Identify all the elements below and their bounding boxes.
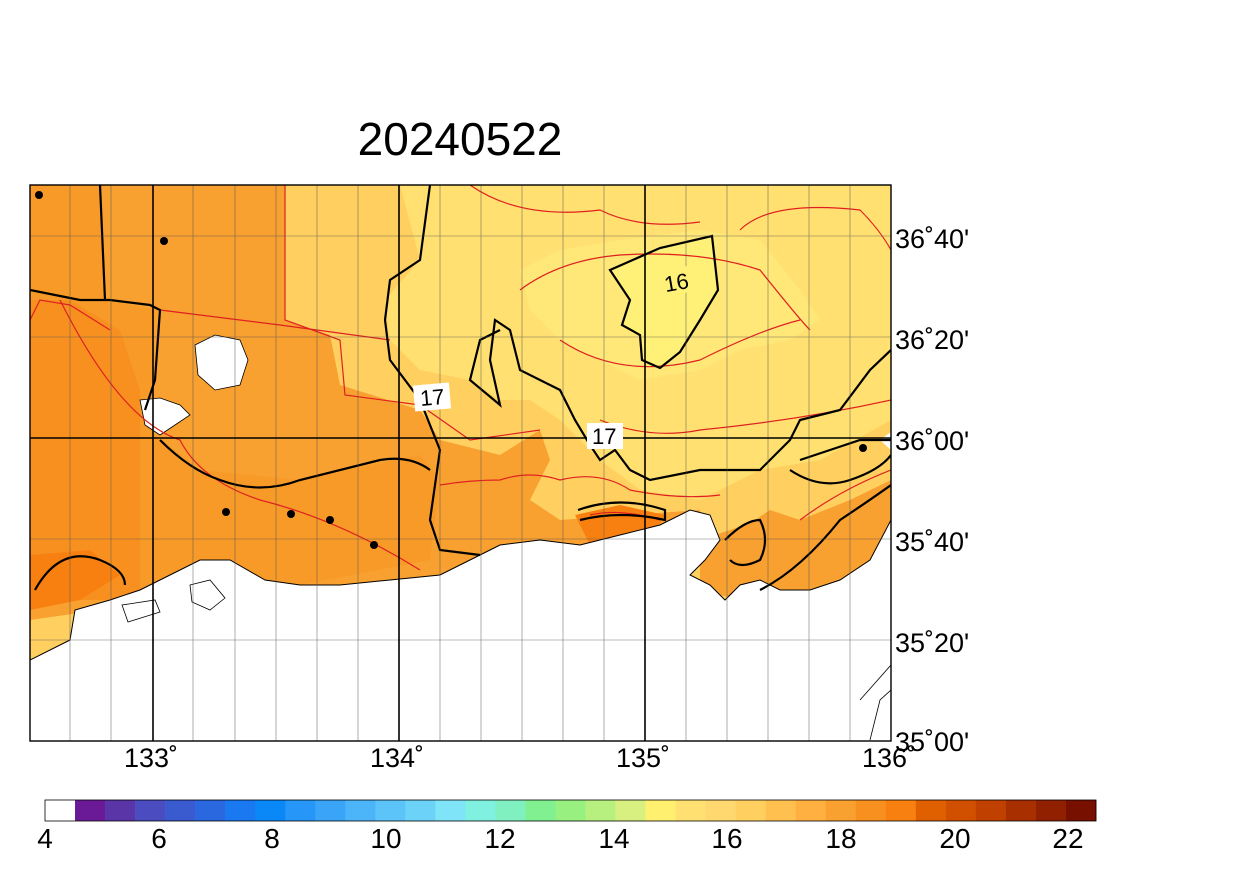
contour-label-17a: 17 [419,384,446,411]
colorbar-swatch [285,800,316,821]
colorbar-swatch [405,800,436,821]
contour-label-17b: 17 [592,424,616,449]
lat-tick-3540: 35˚40' [895,527,969,557]
colorbar-frame [44,799,1097,822]
colorbar-swatch [855,800,887,821]
colorbar-swatch [615,800,646,821]
lat-tick-3600: 36˚00' [895,426,969,456]
colorbar-swatch [225,800,256,821]
colorbar-swatch [1035,800,1067,821]
contour-labels: 16 17 17 [412,265,696,449]
colorbar [44,799,1097,822]
colorbar-swatch [945,800,977,821]
colorbar-label-8: 8 [264,823,280,854]
lon-tick-134: 134˚ [370,743,424,773]
colorbar-swatch [345,800,376,821]
colorbar-swatch [795,800,827,821]
colorbar-label-10: 10 [370,823,401,854]
colorbar-swatch [255,800,286,821]
colorbar-swatch [375,800,406,821]
colorbar-swatch [105,800,136,821]
temperature-field [30,185,891,741]
colorbar-swatch [585,800,616,821]
colorbar-label-4: 4 [37,823,53,854]
lon-tick-136: 136˚ [862,743,916,773]
lon-tick-135: 135˚ [616,743,670,773]
colorbar-label-14: 14 [598,823,629,854]
colorbar-labels: 4 6 8 10 12 14 16 18 20 22 [37,823,1083,854]
colorbar-swatch [195,800,226,821]
colorbar-swatch [765,800,797,821]
colorbar-label-6: 6 [151,823,167,854]
colorbar-label-16: 16 [711,823,742,854]
colorbar-swatch [735,800,766,821]
colorbar-swatch [1065,800,1097,821]
longitude-axis: 133˚ 134˚ 135˚ 136˚ [124,743,916,773]
lat-tick-3620: 36˚20' [895,325,969,355]
colorbar-swatch [465,800,496,821]
colorbar-swatch [135,800,166,821]
colorbar-swatch [1005,800,1037,821]
colorbar-swatch [645,800,676,821]
colorbar-swatch [75,800,106,821]
map-title: 20240522 [357,113,563,165]
colorbar-swatch [975,800,1007,821]
colorbar-swatch [705,800,736,821]
colorbar-swatch [825,800,857,821]
colorbar-swatch [165,800,196,821]
colorbar-swatch [525,800,556,821]
lon-tick-133: 133˚ [124,743,178,773]
lat-tick-3520: 35˚20' [895,628,969,658]
map-frame [29,184,892,742]
lat-tick-3500: 35˚00' [895,727,969,757]
colorbar-swatch [915,800,947,821]
colorbar-swatch [45,800,76,821]
colorbar-swatch [315,800,346,821]
colorbar-swatch [885,800,917,821]
latitude-axis: 36˚40' 36˚20' 36˚00' 35˚40' 35˚20' 35˚00… [895,224,969,757]
colorbar-label-20: 20 [939,823,970,854]
lat-tick-3640: 36˚40' [895,224,969,254]
colorbar-label-12: 12 [484,823,515,854]
contour-label-16: 16 [662,268,690,297]
colorbar-swatch [555,800,586,821]
colorbar-swatch [435,800,466,821]
colorbar-label-22: 22 [1052,823,1083,854]
colorbar-label-18: 18 [825,823,856,854]
colorbar-swatch [495,800,526,821]
colorbar-swatch [675,800,706,821]
